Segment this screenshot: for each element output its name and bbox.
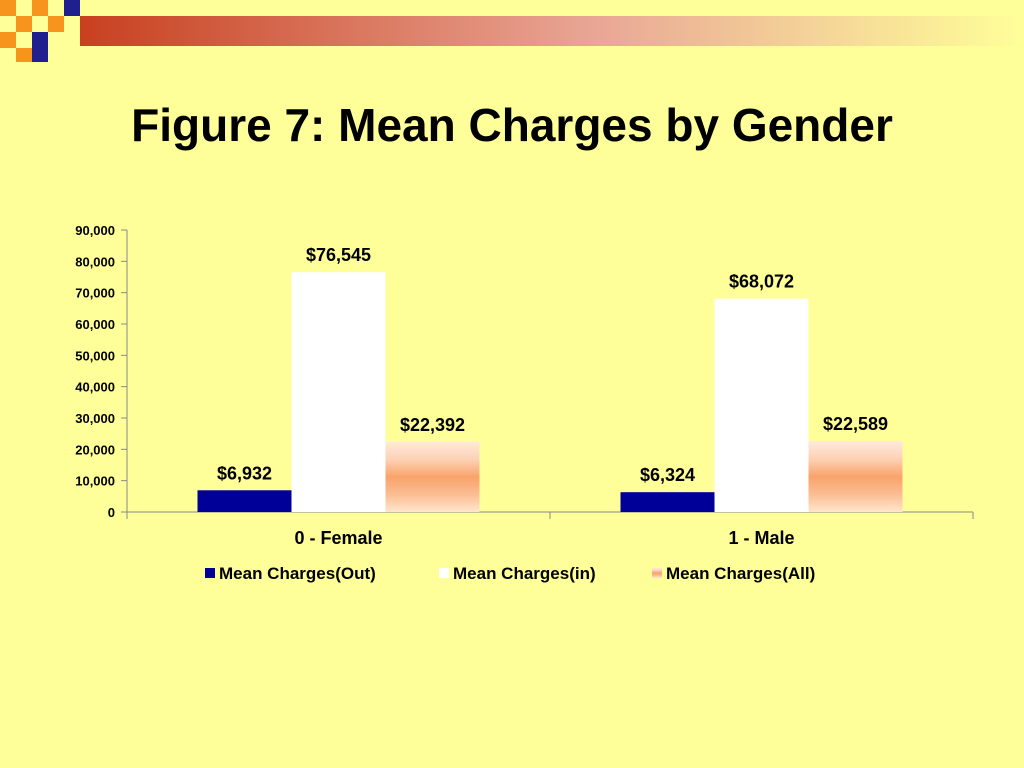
legend-swatch <box>205 568 215 578</box>
bar <box>714 298 809 512</box>
y-tick-label: 70,000 <box>75 286 115 301</box>
legend-label: Mean Charges(All) <box>666 564 815 583</box>
x-category-label: 0 - Female <box>294 528 382 548</box>
bar-data-label: $6,324 <box>640 465 695 485</box>
y-tick-label: 90,000 <box>75 223 115 238</box>
bar-data-label: $76,545 <box>306 245 371 265</box>
bar-data-label: $22,392 <box>400 415 465 435</box>
x-category-label: 1 - Male <box>728 528 794 548</box>
chart-legend: Mean Charges(Out) Mean Charges(in) Mean Ch… <box>205 564 815 583</box>
legend-label: Mean Charges(Out) <box>219 564 376 583</box>
y-tick-label: 20,000 <box>75 442 115 457</box>
y-tick-label: 60,000 <box>75 317 115 332</box>
y-tick-label: 50,000 <box>75 348 115 363</box>
legend-swatch <box>439 568 449 578</box>
decorative-header-band <box>0 0 1024 62</box>
chart-bars <box>197 272 903 512</box>
bar <box>291 272 386 512</box>
bar <box>620 492 715 512</box>
y-tick-label: 0 <box>108 505 115 520</box>
legend-label: Mean Charges(in) <box>453 564 596 583</box>
legend-swatch <box>652 568 662 578</box>
slide-title: Figure 7: Mean Charges by Gender <box>131 99 893 151</box>
y-tick-label: 10,000 <box>75 474 115 489</box>
y-tick-label: 40,000 <box>75 380 115 395</box>
bar-data-label: $68,072 <box>729 272 794 292</box>
bar-data-label: $22,589 <box>823 414 888 434</box>
y-tick-label: 80,000 <box>75 254 115 269</box>
chart-data-labels: $6,932 $76,545 $22,392 $6,324 $68,072 $22,589 <box>217 245 888 485</box>
bar <box>385 441 480 512</box>
bar <box>808 441 903 512</box>
bar <box>197 490 292 512</box>
bar-data-label: $6,932 <box>217 463 272 483</box>
y-tick-label: 30,000 <box>75 411 115 426</box>
